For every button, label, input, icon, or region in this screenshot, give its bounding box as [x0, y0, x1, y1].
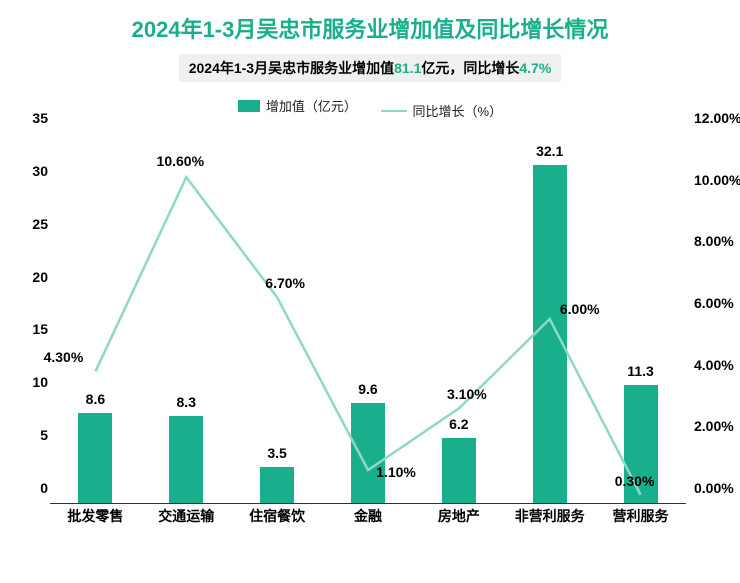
y-left-tick: 35 — [2, 110, 48, 126]
plot-area: 05101520253035 0.00%2.00%4.00%6.00%8.00%… — [50, 134, 686, 504]
y-left-tick: 5 — [2, 427, 48, 443]
subtitle-unit-1: 亿元，同比增长 — [421, 60, 519, 76]
chart-subtitle: 2024年1-3月吴忠市服务业增加值81.1亿元，同比增长4.7% — [179, 54, 562, 82]
subtitle-prefix: 2024年1-3月吴忠市服务业增加值 — [189, 60, 394, 76]
line-value-label: 0.30% — [615, 473, 655, 489]
y-left-tick: 25 — [2, 216, 48, 232]
x-axis: 批发零售交通运输住宿餐饮金融房地产非营利服务营利服务 — [50, 506, 686, 536]
line-layer — [50, 134, 686, 504]
x-category-label: 住宿餐饮 — [232, 506, 323, 526]
subtitle-value-2: 4.7% — [519, 60, 551, 76]
legend-item-bar: 增加值（亿元） — [238, 96, 357, 115]
y-left-tick: 0 — [2, 480, 48, 496]
y-left-tick: 20 — [2, 269, 48, 285]
x-baseline — [50, 503, 686, 504]
y-left-tick: 15 — [2, 321, 48, 337]
line-value-label: 10.60% — [157, 153, 204, 169]
y-right-tick: 0.00% — [694, 480, 740, 496]
x-category-label: 批发零售 — [50, 506, 141, 526]
y-axis-left: 05101520253035 — [2, 134, 48, 504]
y-left-tick: 10 — [2, 374, 48, 390]
subtitle-value-1: 81.1 — [394, 60, 421, 76]
y-left-tick: 30 — [2, 163, 48, 179]
y-right-tick: 12.00% — [694, 110, 740, 126]
line-value-label: 1.10% — [376, 464, 416, 480]
x-category-label: 营利服务 — [595, 506, 686, 526]
legend: 增加值（亿元） 同比增长（%） — [0, 96, 740, 120]
line-value-label: 6.00% — [560, 301, 600, 317]
chart-title: 2024年1-3月吴忠市服务业增加值及同比增长情况 — [0, 0, 740, 44]
line-value-label: 4.30% — [44, 349, 84, 365]
x-category-label: 房地产 — [413, 506, 504, 526]
y-right-tick: 6.00% — [694, 295, 740, 311]
legend-line-swatch — [381, 110, 407, 112]
chart-area: 05101520253035 0.00%2.00%4.00%6.00%8.00%… — [50, 134, 686, 554]
y-right-tick: 2.00% — [694, 418, 740, 434]
growth-line — [95, 177, 640, 495]
line-value-label: 6.70% — [265, 275, 305, 291]
legend-bar-swatch — [238, 100, 260, 112]
legend-line-label: 同比增长（%） — [413, 101, 503, 120]
x-category-label: 金融 — [323, 506, 414, 526]
legend-bar-label: 增加值（亿元） — [266, 96, 357, 115]
y-right-tick: 10.00% — [694, 172, 740, 188]
line-value-label: 3.10% — [447, 386, 487, 402]
legend-item-line: 同比增长（%） — [381, 101, 503, 120]
x-category-label: 非营利服务 — [504, 506, 595, 526]
y-right-tick: 4.00% — [694, 357, 740, 373]
y-axis-right: 0.00%2.00%4.00%6.00%8.00%10.00%12.00% — [694, 134, 740, 504]
y-right-tick: 8.00% — [694, 233, 740, 249]
x-category-label: 交通运输 — [141, 506, 232, 526]
